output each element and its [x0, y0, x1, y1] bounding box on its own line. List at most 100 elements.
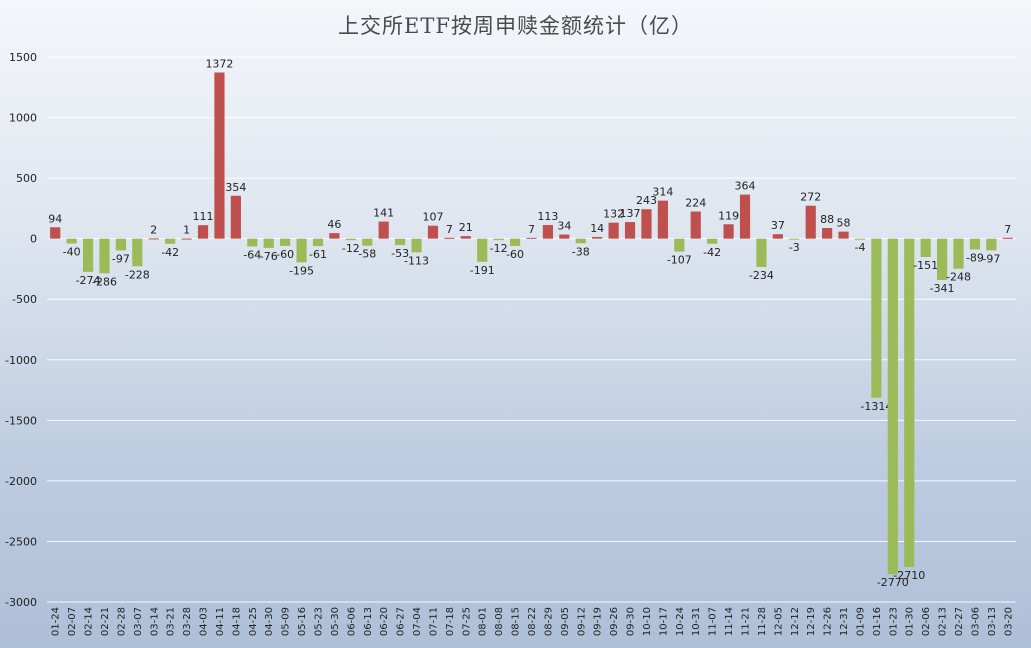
x-tick-label: 03-06	[970, 607, 981, 636]
bar	[378, 221, 389, 239]
bar	[230, 195, 241, 239]
data-label: 137	[620, 207, 641, 220]
x-tick-label: 11-28	[757, 607, 768, 636]
data-label: -12	[342, 242, 360, 255]
bar	[953, 238, 964, 269]
data-label: -58	[358, 248, 376, 261]
x-tick-label: 05-30	[330, 607, 341, 636]
data-label: -60	[276, 248, 294, 261]
y-tick-label: -3000	[5, 596, 37, 609]
data-label: 7	[1004, 223, 1011, 236]
bar	[739, 194, 751, 239]
y-tick-label: -2000	[5, 475, 37, 488]
bar	[608, 222, 619, 239]
data-label: 141	[373, 207, 394, 220]
bar	[723, 224, 734, 239]
x-tick-label: 06-20	[379, 607, 390, 636]
bar	[624, 222, 636, 239]
x-tick-label: 05-09	[281, 607, 292, 636]
x-tick-label: 11-14	[724, 607, 735, 636]
x-tick-label: 10-31	[691, 607, 702, 636]
x-tick-label: 05-16	[297, 607, 308, 636]
data-label: 272	[800, 191, 821, 204]
x-tick-label: 06-27	[396, 607, 407, 636]
data-label: -234	[749, 269, 774, 282]
bar	[690, 211, 701, 239]
bar	[296, 238, 307, 263]
x-tick-label: 05-23	[313, 607, 324, 636]
bar	[641, 209, 652, 239]
data-label: 107	[422, 211, 443, 224]
x-tick-label: 03-21	[166, 607, 177, 636]
data-label: 21	[459, 221, 473, 234]
y-tick-label: -1500	[5, 414, 37, 427]
x-tick-label: 11-21	[741, 607, 752, 636]
data-label: -1314	[860, 400, 892, 413]
x-tick-label: 06-13	[363, 607, 374, 636]
x-tick-label: 09-05	[560, 607, 571, 636]
bar	[329, 233, 340, 239]
bar	[493, 238, 504, 241]
x-tick-label: 03-28	[182, 607, 193, 636]
data-label: 46	[327, 218, 341, 231]
x-tick-label: 08-01	[478, 607, 489, 636]
bar	[444, 237, 455, 239]
data-label: 119	[718, 209, 739, 222]
bar	[509, 238, 521, 246]
x-tick-label: 07-18	[445, 607, 456, 636]
y-tick-label: -500	[12, 293, 37, 306]
x-tick-label: 07-04	[412, 607, 423, 636]
x-tick-label: 08-22	[527, 607, 538, 636]
x-tick-label: 02-28	[116, 607, 127, 636]
y-tick-label: -2500	[5, 535, 37, 548]
x-tick-label: 01-23	[888, 607, 899, 636]
data-label: 111	[193, 210, 214, 223]
bar	[838, 231, 849, 239]
chart-title: 上交所ETF按周申赎金额统计（亿）	[338, 14, 693, 38]
x-tick-label: 01-09	[855, 607, 866, 636]
data-label: 364	[735, 180, 756, 193]
x-tick-label: 09-19	[593, 607, 604, 636]
data-label: -341	[930, 282, 955, 295]
x-tick-label: 10-24	[675, 607, 686, 636]
x-tick-label: 02-14	[84, 607, 95, 636]
bar	[460, 236, 471, 239]
bar	[165, 238, 176, 244]
data-label: 243	[636, 194, 657, 207]
data-label: -2770	[877, 576, 909, 589]
bar	[99, 238, 110, 274]
data-label: 1	[183, 224, 190, 237]
x-tick-label: 11-07	[708, 607, 719, 636]
data-label: 2	[150, 223, 157, 236]
data-label: -2710	[893, 569, 925, 582]
x-tick-label: 02-13	[938, 607, 949, 636]
data-label: 7	[446, 223, 453, 236]
data-label: -64	[243, 248, 261, 261]
bar	[887, 238, 898, 575]
bar	[427, 225, 439, 239]
data-label: -151	[913, 259, 938, 272]
x-tick-label: 01-30	[905, 607, 916, 636]
x-tick-label: 02-07	[67, 607, 78, 636]
y-tick-label: 1500	[9, 51, 37, 64]
data-label: 58	[837, 217, 851, 230]
x-tick-label: 04-25	[248, 607, 259, 636]
x-tick-label: 02-06	[921, 607, 932, 636]
bar	[411, 238, 422, 253]
bar	[592, 236, 603, 239]
x-tick-label: 04-03	[199, 607, 210, 636]
data-label: -61	[309, 248, 327, 261]
bar	[247, 238, 258, 247]
data-label: -274	[76, 274, 101, 287]
x-tick-label: 12-05	[773, 607, 784, 636]
x-tick-label: 04-11	[215, 607, 226, 636]
data-label: -97	[982, 252, 1000, 265]
bar	[477, 238, 488, 262]
bar	[66, 238, 77, 244]
bar	[197, 225, 209, 239]
x-tick-label: 09-26	[609, 607, 620, 636]
bar	[1002, 237, 1013, 239]
x-tick-label: 12-31	[839, 607, 850, 636]
bar	[312, 238, 324, 247]
